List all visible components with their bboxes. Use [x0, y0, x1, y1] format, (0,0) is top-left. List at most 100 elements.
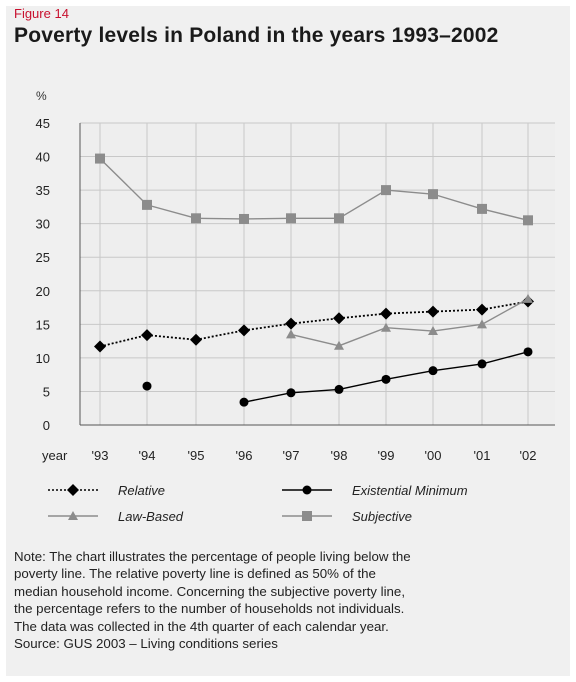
x-tick-label: '02 [520, 448, 537, 463]
legend-marker [68, 511, 78, 520]
source-line: Source: GUS 2003 – Living conditions ser… [14, 636, 278, 652]
legend-item-law-based: Law-Based [48, 509, 184, 524]
data-point-existential-minimum [239, 397, 249, 407]
legend-marker [302, 485, 312, 495]
series-line-segment [432, 363, 483, 372]
legend-marker [302, 511, 312, 521]
legend-label: Subjective [352, 509, 412, 524]
series-line-segment [432, 323, 483, 332]
chart-note: Note: The chart illustrates the percenta… [14, 548, 554, 652]
series-line-segment [146, 204, 197, 219]
y-axis-unit-label: % [36, 89, 47, 103]
legend-item-relative: Relative [48, 483, 165, 498]
y-tick-label: 35 [36, 183, 50, 198]
y-tick-label: 0 [43, 418, 50, 433]
series-relative [94, 295, 534, 353]
x-tick-label: '97 [283, 448, 300, 463]
data-point-existential-minimum [428, 366, 438, 376]
chart-title: Poverty levels in Poland in the years 19… [14, 24, 499, 47]
y-tick-label: 45 [36, 116, 50, 131]
data-point-subjective [381, 185, 391, 196]
data-point-existential-minimum [523, 347, 533, 357]
data-point-existential-minimum [334, 384, 344, 394]
chart-area: % year 0 5 10 15 20 25 30 35 40 45 '93 '94 '95 '96 '97… [36, 89, 555, 524]
data-point-law-based [428, 326, 438, 336]
series-line-segment [99, 334, 148, 348]
x-tick-label: '95 [188, 448, 205, 463]
y-tick-label: 30 [36, 217, 50, 232]
series-line-segment [290, 317, 340, 325]
series-line-segment [290, 388, 340, 394]
data-point-relative [427, 305, 439, 318]
series-line-segment [195, 217, 245, 220]
series-line-segment [290, 333, 340, 347]
figure-label: Figure 14 [14, 6, 69, 21]
data-point-relative [190, 333, 202, 346]
series-line-segment [243, 217, 292, 220]
data-point-law-based [523, 293, 533, 303]
data-point-subjective [239, 213, 249, 224]
plot-background [80, 123, 555, 425]
y-tick-label: 15 [36, 317, 50, 332]
data-point-law-based [381, 322, 391, 332]
x-tick-label: '01 [474, 448, 491, 463]
note-line: poverty line. The relative poverty line … [14, 566, 376, 582]
data-point-subjective [142, 199, 152, 210]
series-line-segment [481, 351, 529, 365]
y-tick-label: 25 [36, 250, 50, 265]
data-point-relative [380, 307, 392, 320]
series-line-segment [432, 308, 483, 313]
data-point-relative [285, 317, 297, 330]
x-tick-label: '98 [331, 448, 348, 463]
data-point-subjective [477, 203, 487, 214]
data-point-subjective [523, 215, 533, 226]
data-point-relative [333, 312, 345, 325]
x-axis-label: year [42, 448, 68, 463]
series-line-segment [385, 369, 434, 381]
series-line-segment [146, 334, 197, 341]
data-point-existential-minimum [381, 374, 391, 384]
series-line-segment [99, 158, 148, 206]
y-tick-label: 20 [36, 284, 50, 299]
note-line: The data was collected in the 4th quarte… [14, 618, 389, 634]
series-line-segment [481, 298, 529, 325]
series-line-segment [338, 189, 387, 219]
y-tick-label: 40 [36, 150, 50, 165]
data-point-relative [476, 303, 488, 316]
legend-marker [67, 484, 79, 496]
series-subjective [95, 153, 533, 226]
x-tick-label: '94 [139, 448, 156, 463]
data-point-law-based [286, 329, 296, 339]
data-point-subjective [334, 213, 344, 224]
y-tick-label: 10 [36, 351, 50, 366]
series-line-segment [432, 193, 483, 210]
series-line-segment [481, 208, 529, 221]
legend-label: Existential Minimum [352, 483, 468, 498]
note-line: median household income. Concerning the … [14, 583, 406, 599]
data-point-existential-minimum [477, 359, 487, 369]
x-tick-label: '96 [236, 448, 253, 463]
series-line-segment [195, 329, 245, 341]
series-line-segment [338, 327, 387, 347]
data-point-subjective [191, 213, 201, 224]
legend-item-subjective: Subjective [282, 509, 412, 524]
x-tick-label: '00 [425, 448, 442, 463]
legend-item-existential-minimum: Existential Minimum [282, 483, 468, 498]
y-tick-label: 5 [43, 384, 50, 399]
series-line-segment [385, 326, 434, 332]
data-point-relative [238, 324, 250, 337]
x-tick-label: '93 [92, 448, 109, 463]
series-line-segment [338, 378, 387, 391]
data-point-law-based [334, 340, 344, 350]
note-line: Note: The chart illustrates the percenta… [14, 549, 411, 564]
legend-label: Law-Based [118, 509, 184, 524]
legend-label: Relative [118, 483, 165, 498]
data-point-relative [94, 340, 106, 353]
x-tick-label: '99 [378, 448, 395, 463]
data-point-subjective [286, 213, 296, 224]
data-point-law-based [477, 319, 487, 329]
data-point-existential-minimum [286, 388, 296, 398]
data-point-relative [141, 329, 153, 342]
series-existential-minimum [142, 347, 533, 407]
data-point-existential-minimum [142, 381, 152, 391]
